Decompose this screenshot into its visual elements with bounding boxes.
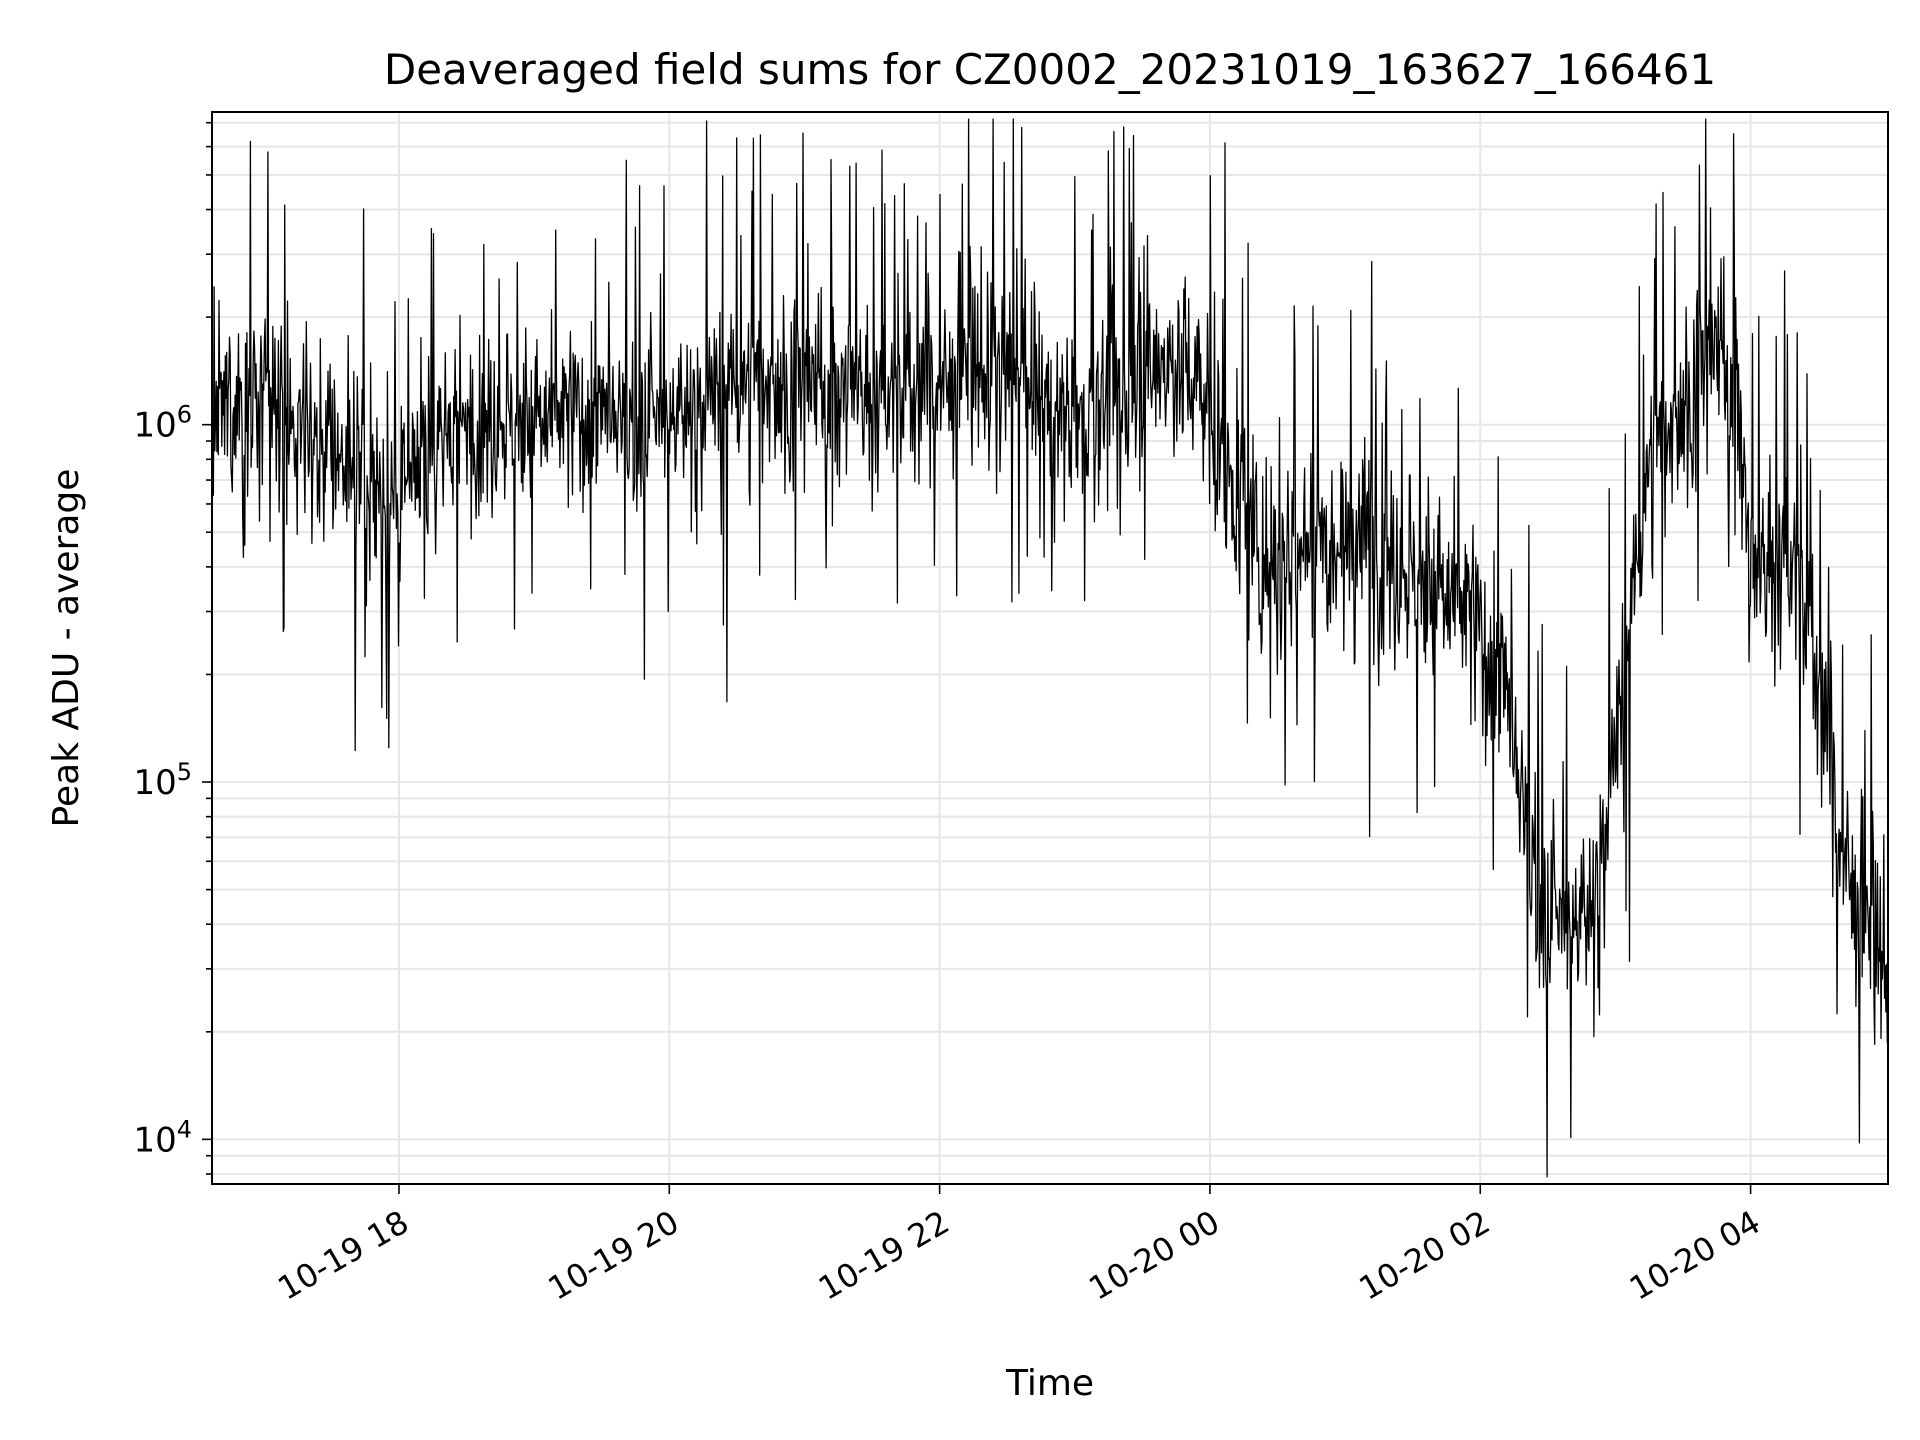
y-axis-label: Peak ADU - average [46, 469, 87, 828]
data-series [211, 118, 1889, 1178]
series-line [211, 118, 1889, 1178]
plot-frame [211, 111, 1889, 1185]
chart-title: Deaveraged field sums for CZ0002_2023101… [384, 45, 1716, 94]
y-tick-label: 106 [133, 401, 192, 446]
y-tick-label: 104 [133, 1115, 192, 1160]
y-tick-label: 105 [133, 758, 192, 803]
x-axis-label: Time [1005, 1363, 1094, 1404]
